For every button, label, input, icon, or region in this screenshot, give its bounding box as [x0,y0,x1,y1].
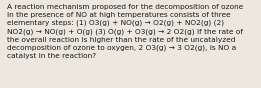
Text: A reaction mechanism proposed for the decomposition of ozone
in the presence of : A reaction mechanism proposed for the de… [7,4,243,59]
